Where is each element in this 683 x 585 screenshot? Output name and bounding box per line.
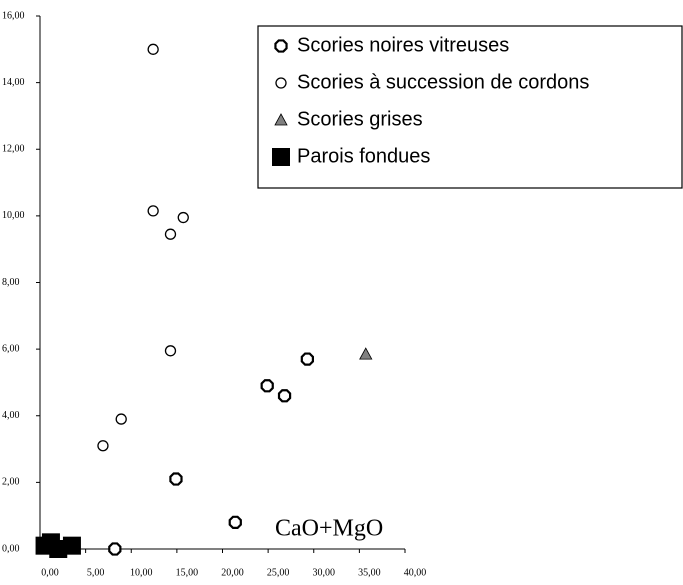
- x-tick-label: 35,00: [358, 567, 381, 578]
- y-tick-label: 0,00: [2, 543, 20, 554]
- x-tick-label: 0,00: [41, 567, 59, 578]
- x-tick-label: 25,00: [267, 567, 290, 578]
- legend-label: Scories grises: [297, 108, 423, 130]
- y-tick-label: 6,00: [2, 343, 20, 354]
- point: [277, 389, 292, 403]
- point: [164, 345, 177, 357]
- legend-label: Parois fondues: [297, 145, 430, 167]
- point: [177, 211, 189, 224]
- y-tick-label: 4,00: [2, 410, 20, 421]
- legend-label: Scories à succession de cordons: [297, 71, 589, 93]
- point: [147, 205, 159, 217]
- point: [164, 228, 177, 240]
- y-tick-label: 16,00: [2, 10, 25, 21]
- y-tick-label: 2,00: [2, 477, 20, 488]
- legend-box: [257, 25, 683, 189]
- point: [49, 540, 68, 558]
- legend-marker: [275, 77, 287, 89]
- y-tick-label: 8,00: [2, 277, 20, 288]
- y-tick-label: 14,00: [2, 77, 25, 88]
- point: [300, 352, 315, 366]
- point: [147, 43, 159, 55]
- point: [115, 413, 127, 425]
- legend-marker: [274, 113, 288, 126]
- x-tick-label: 30,00: [313, 567, 336, 578]
- x-tick-label: 15,00: [176, 567, 199, 578]
- point: [260, 379, 274, 393]
- legend-marker: [272, 148, 290, 166]
- x-tick-label: 40,00: [404, 567, 427, 578]
- point: [228, 515, 242, 529]
- x-tick-label: 20,00: [221, 567, 244, 578]
- legend-label: Scories noires vitreuses: [297, 34, 509, 56]
- x-axis-label: CaO+MgO: [275, 516, 383, 542]
- point: [169, 472, 183, 486]
- x-tick-label: 5,00: [87, 567, 105, 578]
- legend-marker: [274, 39, 288, 53]
- x-tick-label: 10,00: [130, 567, 153, 578]
- point: [359, 347, 373, 360]
- point: [108, 542, 122, 556]
- y-tick-label: 10,00: [2, 210, 25, 221]
- y-tick-label: 12,00: [2, 144, 25, 155]
- point: [97, 440, 109, 452]
- point: [62, 536, 81, 555]
